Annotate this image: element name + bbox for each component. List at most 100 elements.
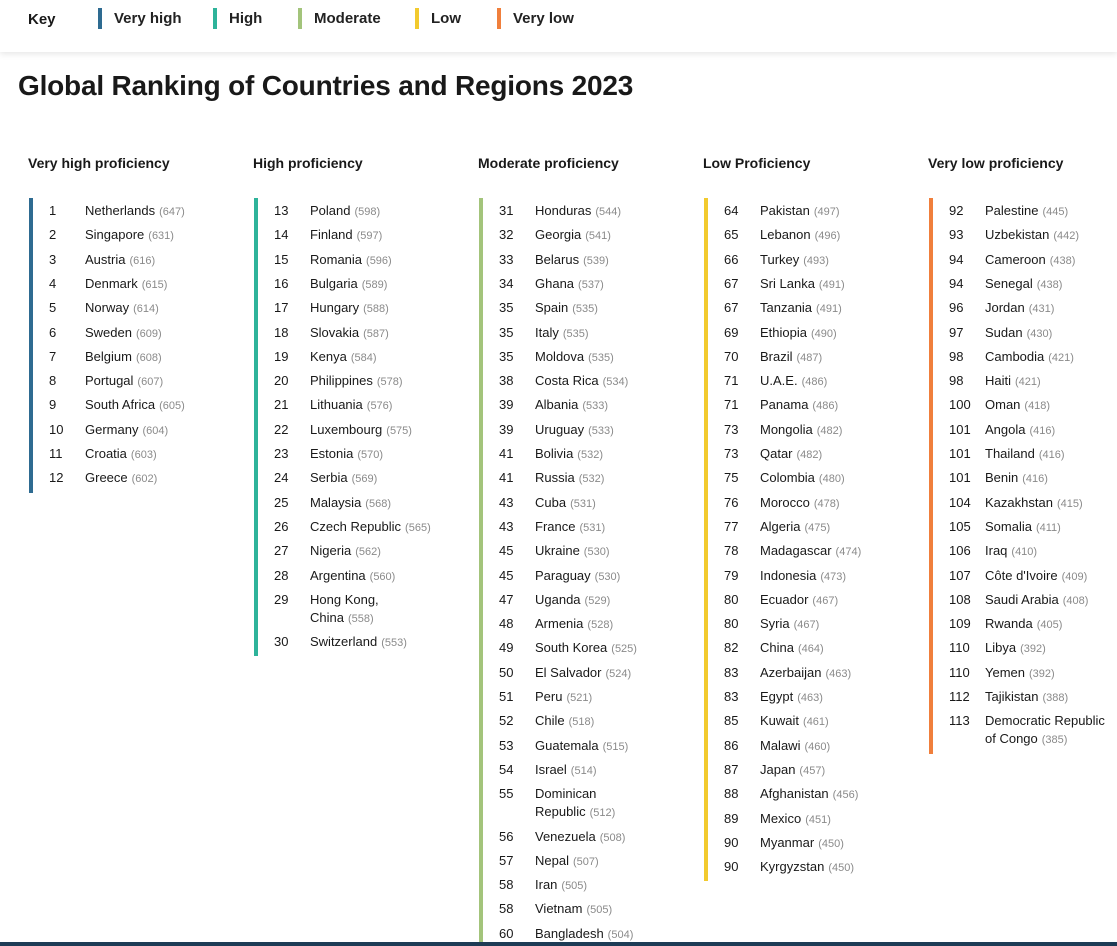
score: (565) xyxy=(405,521,431,534)
rank-number: 21 xyxy=(274,397,289,413)
rank-number: 67 xyxy=(724,275,739,291)
column-heading: Low Proficiency xyxy=(703,155,811,171)
country-name: Slovakia xyxy=(310,324,360,340)
bottom-border xyxy=(0,942,1117,946)
country-name: Cameroon xyxy=(985,251,1046,267)
rank-number: 90 xyxy=(724,834,739,850)
rank-number: 100 xyxy=(949,397,971,413)
score: (508) xyxy=(599,831,626,844)
score: (544) xyxy=(595,206,622,218)
score: (451) xyxy=(805,813,831,826)
score: (507) xyxy=(572,855,599,868)
country-name: Senegal xyxy=(985,275,1033,291)
rank-number: 71 xyxy=(724,373,739,389)
score: (421) xyxy=(1015,376,1041,389)
country-name: Tanzania xyxy=(760,300,813,316)
tier-color-bar xyxy=(929,198,933,754)
country-name: Albania xyxy=(535,397,579,413)
rank-number: 22 xyxy=(274,421,289,437)
score: (576) xyxy=(366,400,393,413)
score: (467) xyxy=(793,619,820,632)
rank-number: 94 xyxy=(949,251,964,267)
key-bar: Key Very high High Moderate Low Very low xyxy=(0,0,1117,52)
country-name: Portugal xyxy=(85,373,134,389)
rank-number: 35 xyxy=(499,300,514,316)
rank-number: 67 xyxy=(724,300,739,316)
rank-number: 39 xyxy=(499,421,514,437)
key-item-very-low: Very low xyxy=(497,8,574,29)
country-name: Sri Lanka xyxy=(760,275,815,291)
rank-number: 75 xyxy=(724,470,739,486)
rank-number: 49 xyxy=(499,640,514,656)
country-name: Mexico xyxy=(760,810,802,826)
rank-number: 109 xyxy=(949,616,971,632)
score: (497) xyxy=(813,206,840,218)
rank-number: 101 xyxy=(949,446,971,461)
country-name: Yemen xyxy=(985,664,1025,680)
score: (405) xyxy=(1036,619,1063,632)
rank-number: 32 xyxy=(499,227,514,243)
rank-number: 71 xyxy=(724,397,739,413)
rank-number: 66 xyxy=(724,251,739,267)
rank-number: 45 xyxy=(499,543,514,559)
rank-number: 82 xyxy=(724,640,739,656)
country-name: Romania xyxy=(310,251,363,267)
rank-number: 96 xyxy=(949,300,964,316)
country-name: Chile xyxy=(535,713,565,729)
score: (411) xyxy=(1035,521,1061,534)
score: (615) xyxy=(141,278,168,291)
country-name: Guatemala xyxy=(535,737,599,753)
rank-number: 110 xyxy=(949,664,970,680)
country-name: Syria xyxy=(760,616,790,632)
country-name: El Salvador xyxy=(535,664,602,680)
score: (553) xyxy=(381,637,407,650)
key-label: High xyxy=(229,10,263,27)
country-name: Somalia xyxy=(985,518,1032,534)
tier-color-bar xyxy=(254,198,258,657)
key-swatch xyxy=(497,8,501,29)
rank-number: 31 xyxy=(499,203,514,218)
rank-number: 94 xyxy=(949,275,964,291)
country-name: Nigeria xyxy=(310,543,352,559)
country-name: Qatar xyxy=(760,446,793,461)
column-high: High proficiency 13 Poland (598) 14 Finland(… xyxy=(243,155,443,657)
score: (533) xyxy=(582,400,609,413)
score: (608) xyxy=(135,351,162,364)
score: (589) xyxy=(361,278,388,291)
rank-number: 24 xyxy=(274,470,289,486)
rank-number: 56 xyxy=(499,828,514,844)
rank-number: 41 xyxy=(499,446,514,461)
country-name: Oman xyxy=(985,397,1021,413)
rank-number: 83 xyxy=(724,689,739,704)
country-name: Indonesia xyxy=(760,567,817,583)
rank-number: 53 xyxy=(499,737,514,753)
rank-number: 65 xyxy=(724,227,739,243)
rank-number: 90 xyxy=(724,859,739,875)
rank-number: 7 xyxy=(49,348,57,364)
rank-number: 23 xyxy=(274,446,289,461)
rank-number: 14 xyxy=(274,227,289,243)
rank-number: 8 xyxy=(49,373,57,389)
score: (415) xyxy=(1056,497,1083,510)
country-name: Kyrgyzstan xyxy=(760,859,825,875)
score: (491) xyxy=(816,303,842,316)
rank-number: 77 xyxy=(724,518,739,534)
country-name: Bolivia xyxy=(535,446,574,461)
score: (482) xyxy=(816,424,843,437)
score: (418) xyxy=(1024,400,1051,413)
country-name: Kuwait xyxy=(760,713,800,729)
rank-number: 79 xyxy=(724,567,739,583)
score: (588) xyxy=(363,303,389,316)
score: (416) xyxy=(1022,473,1048,486)
country-name: Hungary xyxy=(310,300,360,316)
key-swatch xyxy=(298,8,302,29)
country-name: South Africa xyxy=(85,397,156,413)
rank-number: 89 xyxy=(724,810,739,826)
country-name: Benin xyxy=(985,470,1019,486)
score: (438) xyxy=(1049,254,1076,267)
score: (475) xyxy=(804,521,831,534)
rank-number: 98 xyxy=(949,348,964,364)
key-item-very-high: Very high xyxy=(98,8,182,29)
key-title: Key xyxy=(28,11,56,28)
key-label: Moderate xyxy=(314,10,381,27)
